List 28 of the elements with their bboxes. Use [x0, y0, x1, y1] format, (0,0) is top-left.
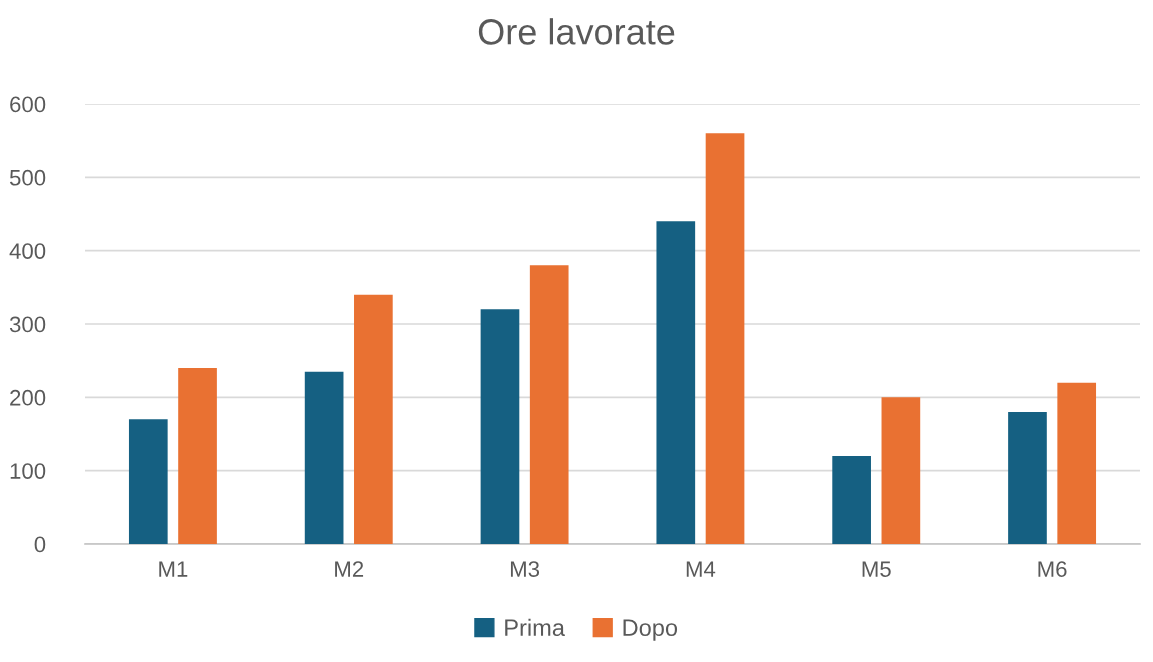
bar [480, 309, 520, 544]
y-tick-label: 600 [10, 96, 46, 113]
bar [1008, 412, 1047, 544]
y-tick-label: 500 [9, 169, 46, 186]
y-tick-label: 0 [34, 536, 46, 553]
bar [304, 371, 344, 544]
y-tick-label: 300 [9, 316, 46, 333]
y-tick-label: 100 [10, 463, 46, 479]
y-tick-label: 400 [9, 243, 46, 259]
x-tick-label: M4 [686, 561, 716, 577]
bar [881, 397, 921, 544]
x-tick-label: M6 [1038, 561, 1067, 577]
x-tick-label: M2 [335, 561, 364, 577]
bar [529, 265, 569, 544]
bar [128, 419, 168, 544]
bar [832, 456, 871, 544]
bar [354, 294, 393, 544]
bar [656, 221, 696, 544]
legend-label: Dopo [623, 619, 678, 641]
chart-title: Ore lavorate [478, 18, 675, 45]
x-tick-label: M1 [159, 561, 188, 577]
legend-label: Prima [505, 618, 565, 637]
bar [178, 368, 217, 544]
x-tick-label: M3 [510, 561, 540, 577]
bar [705, 133, 745, 544]
x-tick-label: M5 [862, 561, 891, 577]
y-tick-label: 200 [10, 389, 46, 406]
bar [1057, 382, 1097, 544]
